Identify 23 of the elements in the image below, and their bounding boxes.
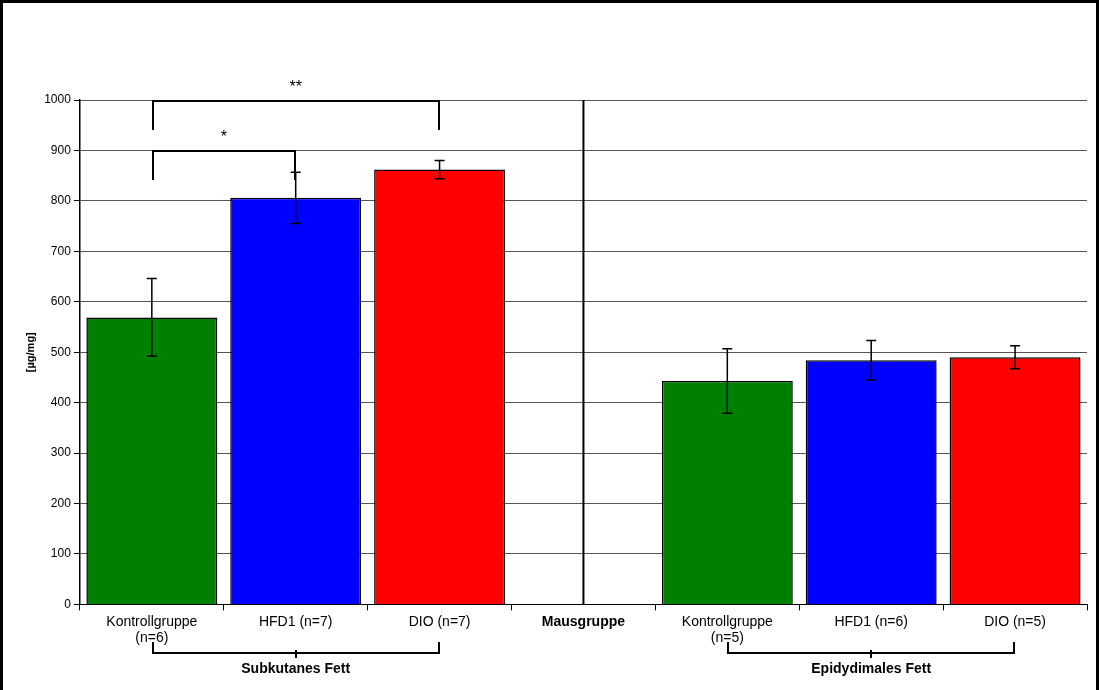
y-tick-label: 800 <box>50 193 72 208</box>
y-tick-label: 400 <box>50 394 72 409</box>
y-tick-label: 600 <box>50 294 72 309</box>
x-tick-label: Kontrollgruppe (n=5) <box>681 612 774 646</box>
x-tick-label: HFD1 (n=6) <box>834 612 908 629</box>
annotation: * <box>220 128 227 147</box>
text: ** <box>289 78 302 96</box>
y-tick-label: 700 <box>50 243 72 258</box>
y-tick-label: 100 <box>50 546 72 561</box>
x-tick-label: DIO (n=5) <box>984 612 1046 629</box>
x-tick-label: HFD1 (n=7) <box>258 612 333 629</box>
text: Epidydimales Fett <box>811 660 932 676</box>
y-tick-label: 0 <box>64 596 72 611</box>
x-tick-label: DIO (n=7) <box>408 612 471 629</box>
y-tick-label: 900 <box>50 142 72 157</box>
y-tick-label: 200 <box>50 495 72 510</box>
x-tick-label: Kontrollgruppe (n=6) <box>106 612 198 646</box>
text: Subkutanes Fett <box>241 660 351 676</box>
y-tick-label: 500 <box>50 344 72 359</box>
y-axis-title: [µg/mg] <box>23 331 36 373</box>
y-tick-label: 1000 <box>44 92 72 107</box>
y-tick-label: 300 <box>50 445 72 460</box>
x-tick-label: Mausgruppe <box>541 612 626 629</box>
